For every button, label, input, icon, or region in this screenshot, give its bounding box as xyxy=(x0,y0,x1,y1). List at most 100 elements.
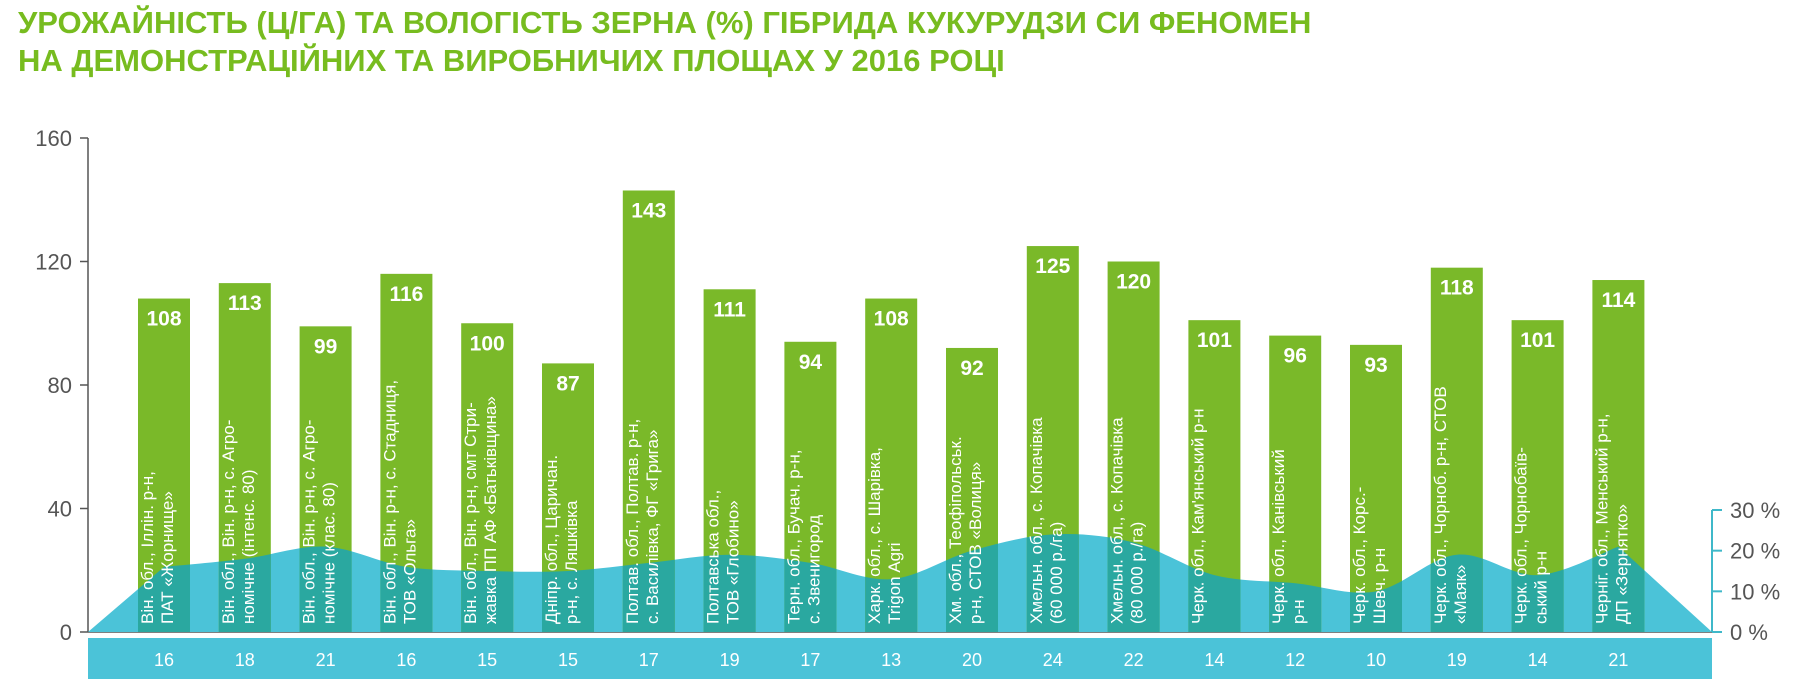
y2-tick-label: 10 % xyxy=(1730,579,1780,604)
bar-value-label: 108 xyxy=(874,308,909,331)
y-tick-label: 160 xyxy=(35,126,72,151)
bar-group: 143 Полтав. обл., Полтав. р-н,с. Василівк… xyxy=(622,190,675,633)
moisture-value-label: 15 xyxy=(558,650,578,670)
yield-bar-overlap xyxy=(299,534,352,632)
category-label-line: Хмельн. обл., с. Копачівка xyxy=(1108,417,1127,624)
bar-value-label: 99 xyxy=(314,335,337,358)
category-label: Терн. обл., Бучач. р-н,с. Звенигород xyxy=(784,450,823,624)
category-label-line: Черніг. обл., Менський р-н, xyxy=(1592,414,1611,624)
moisture-value-label: 18 xyxy=(235,650,255,670)
bar-value-label: 143 xyxy=(631,199,666,222)
chart-title-line-1: УРОЖАЙНІСТЬ (Ц/ГА) ТА ВОЛОГІСТЬ ЗЕРНА (%… xyxy=(18,5,1312,40)
bar-group: 101 Черк. обл., Чорнобаїв-ський р-н xyxy=(1511,320,1564,632)
bar-group: 92 Хм. обл., Теофіпольськ.р-н, СТОВ «Воли… xyxy=(946,347,998,632)
category-label: Він. обл., Він. р-н, с. Агро-номічне (кл… xyxy=(300,420,339,624)
category-label-line: ТОВ «Глобино» xyxy=(724,500,743,624)
moisture-value-label: 16 xyxy=(396,650,416,670)
moisture-value-label: 21 xyxy=(316,650,336,670)
moisture-values-band: 16 18 21 16 15 15 17 19 17 13 20 24 22 14 12 10 19 14 21 xyxy=(88,638,1712,679)
category-label: Черк. обл., Чорнобаїв-ський р-н xyxy=(1512,447,1551,624)
category-label: Полтавська обл.,ТОВ «Глобино» xyxy=(704,490,743,624)
y-tick-label: 120 xyxy=(35,250,72,275)
y-axis-right: 0 % 10 % 20 % 30 % xyxy=(1711,498,1780,645)
bar-group: 99 Він. обл., Він. р-н, с. Агро-номічне (… xyxy=(299,326,352,632)
category-label-line: р-н xyxy=(1289,599,1308,624)
category-label-line: с. Звенигород xyxy=(804,515,823,624)
category-label-line: жавка ПП АФ «Батьківщина» xyxy=(481,396,500,624)
bar-group: 111 Полтавська обл.,ТОВ «Глобино» xyxy=(703,289,756,632)
bar-value-label: 111 xyxy=(713,298,746,321)
category-label-line: Шевч. р-н xyxy=(1370,548,1389,624)
category-label-line: номічне (клас. 80) xyxy=(320,482,339,624)
category-label-line: Черк. обл., Чорноб. р-н, СТОВ xyxy=(1431,386,1450,624)
bar-group: 108 Він. обл., Іллін. р-н,ПАТ «Жорнище» xyxy=(138,298,190,632)
bar-group: 100 Він. обл., Він. р-н, смт Стри-жавка П… xyxy=(461,323,514,632)
bar-group: 114 Черніг. обл., Менський р-н,ДП «Зернят… xyxy=(1592,280,1645,632)
category-label: Черк. обл., Корс.-Шевч. р-н xyxy=(1350,487,1389,624)
category-label: Харк. обл., с. Шарівка,Trigon Agri xyxy=(865,447,904,624)
bar-value-label: 101 xyxy=(1197,329,1232,352)
category-label-line: Він. обл., Він. р-н, смт Стри- xyxy=(461,402,480,624)
category-label-line: (80 000 р./га) xyxy=(1128,522,1147,624)
yield-bar-overlap xyxy=(1107,534,1160,632)
category-label: Черк. обл., Канівськийр-н xyxy=(1269,449,1308,624)
bar-value-label: 108 xyxy=(146,308,181,331)
yield-bar-overlap xyxy=(1026,534,1079,632)
category-label-line: с. Василівка, ФГ «Грига» xyxy=(643,430,662,624)
category-label: Хмельн. обл., с. Копачівка(80 000 р./га) xyxy=(1108,417,1147,624)
category-label-line: Trigon Agri xyxy=(885,542,904,624)
category-label: Хмельн. обл., с. Копачівка(60 000 р./га) xyxy=(1027,417,1066,624)
category-label: Черк. обл., Кам'янський р-н xyxy=(1188,408,1207,624)
bar-value-label: 101 xyxy=(1520,329,1555,352)
moisture-value-label: 20 xyxy=(962,650,982,670)
bar-value-label: 87 xyxy=(556,372,579,395)
bar-group: 125 Хмельн. обл., с. Копачівка(60 000 р./… xyxy=(1026,246,1079,632)
category-label-line: (60 000 р./га) xyxy=(1047,522,1066,624)
category-label-line: Хмельн. обл., с. Копачівка xyxy=(1027,417,1046,624)
category-label-line: Черк. обл., Корс.- xyxy=(1350,487,1369,624)
y-tick-label: 0 xyxy=(60,620,72,645)
moisture-value-label: 19 xyxy=(720,650,740,670)
category-label-line: Черк. обл., Канівський xyxy=(1269,449,1288,624)
category-label: Черк. обл., Чорноб. р-н, СТОВ«Маяк» xyxy=(1431,386,1470,624)
category-label-line: Він. обл., Він. р-н, с. Стадниця, xyxy=(380,380,399,624)
chart-title-line-2: НА ДЕМОНСТРАЦІЙНИХ ТА ВИРОБНИЧИХ ПЛОЩАХ … xyxy=(18,43,1005,78)
bar-group: 101 Черк. обл., Кам'янський р-н xyxy=(1188,320,1241,632)
bar-group: 94 Терн. обл., Бучач. р-н,с. Звенигород xyxy=(784,341,837,632)
bar-group: 87 Дніпр. обл., Царичан.р-н, с. Ляшківка xyxy=(542,363,594,632)
category-label-line: Харк. обл., с. Шарівка, xyxy=(865,447,884,624)
category-label: Він. обл., Іллін. р-н,ПАТ «Жорнище» xyxy=(138,471,177,624)
category-label-line: Хм. обл., Теофіпольськ. xyxy=(946,436,965,624)
bar-group: 108 Харк. обл., с. Шарівка,Trigon Agri xyxy=(865,298,918,632)
category-label-line: Полтав. обл., Полтав. р-н, xyxy=(623,419,642,624)
y2-tick-label: 20 % xyxy=(1730,539,1780,564)
moisture-value-label: 22 xyxy=(1124,650,1144,670)
bar-value-label: 120 xyxy=(1116,271,1151,294)
moisture-value-label: 17 xyxy=(800,650,820,670)
category-label-line: Черк. обл., Чорнобаїв- xyxy=(1512,447,1531,624)
category-label-line: р-н, с. Ляшківка xyxy=(562,500,581,624)
bar-value-label: 116 xyxy=(389,283,423,306)
category-label-line: ТОВ «Ольга» xyxy=(400,519,419,624)
category-label-line: ПАТ «Жорнище» xyxy=(158,491,177,624)
bar-value-label: 96 xyxy=(1284,345,1307,368)
y-tick-label: 40 xyxy=(48,497,72,522)
category-label: Він. обл., Він. р-н, с. Агро-номічне (ін… xyxy=(219,420,258,624)
category-label-line: Він. обл., Іллін. р-н, xyxy=(138,471,157,624)
category-label-line: номічне (інтенс. 80) xyxy=(239,469,258,624)
category-label: Хм. обл., Теофіпольськ.р-н, СТОВ «Волиця… xyxy=(946,436,985,624)
bar-group: 96 Черк. обл., Канівськийр-н xyxy=(1269,335,1322,632)
moisture-value-label: 14 xyxy=(1528,650,1548,670)
bar-value-label: 93 xyxy=(1364,354,1387,377)
category-label-line: Він. обл., Він. р-н, с. Агро- xyxy=(300,420,319,624)
moisture-value-label: 19 xyxy=(1447,650,1467,670)
bar-group: 120 Хмельн. обл., с. Копачівка(80 000 р./… xyxy=(1107,261,1160,632)
bar-value-label: 100 xyxy=(470,332,505,355)
category-label: Він. обл., Він. р-н, смт Стри-жавка ПП А… xyxy=(461,396,500,624)
moisture-value-label: 12 xyxy=(1285,650,1305,670)
category-label-line: Черк. обл., Кам'янський р-н xyxy=(1188,408,1207,624)
y-tick-label: 80 xyxy=(48,373,72,398)
category-label-line: р-н, СТОВ «Волиця» xyxy=(966,462,985,624)
y2-tick-label: 30 % xyxy=(1730,498,1780,523)
